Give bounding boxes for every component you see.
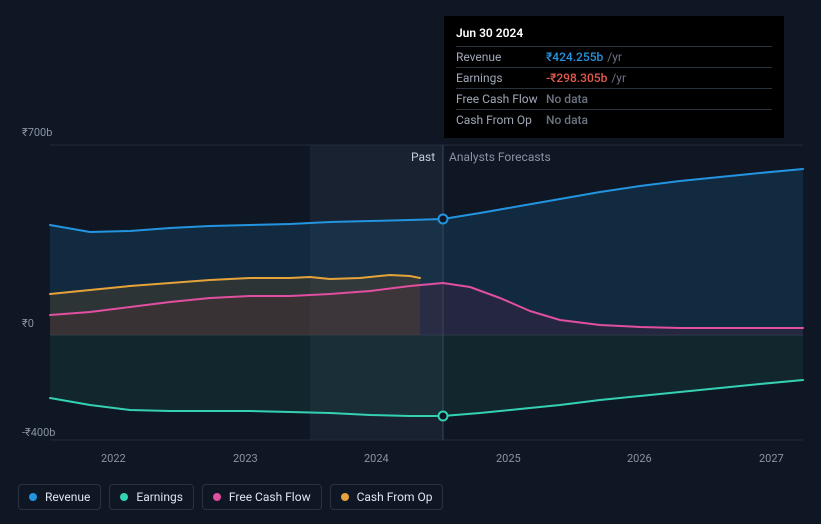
tooltip-unit: /yr bbox=[607, 48, 622, 66]
x-axis-label: 2027 bbox=[759, 452, 784, 465]
chart-tooltip: Jun 30 2024 Revenue₹424.255b/yrEarnings-… bbox=[444, 16, 784, 138]
legend-item-earnings[interactable]: Earnings bbox=[109, 484, 194, 510]
tooltip-value: No data bbox=[546, 90, 588, 108]
region-label-forecast: Analysts Forecasts bbox=[449, 150, 551, 164]
tooltip-row-cfo: Cash From OpNo data bbox=[456, 109, 772, 130]
legend-dot-icon bbox=[213, 493, 221, 501]
x-axis-label: 2024 bbox=[364, 452, 389, 465]
legend-item-fcf[interactable]: Free Cash Flow bbox=[202, 484, 322, 510]
tooltip-value: -₹298.305b bbox=[546, 69, 607, 87]
legend-dot-icon bbox=[29, 493, 37, 501]
tooltip-row-earnings: Earnings-₹298.305b/yr bbox=[456, 67, 772, 88]
legend-label: Cash From Op bbox=[357, 490, 433, 504]
tooltip-row-fcf: Free Cash FlowNo data bbox=[456, 88, 772, 109]
legend-item-revenue[interactable]: Revenue bbox=[18, 484, 101, 510]
chart-legend: Revenue Earnings Free Cash Flow Cash From O… bbox=[18, 484, 443, 510]
legend-dot-icon bbox=[341, 493, 349, 501]
y-axis-label: -₹400b bbox=[22, 426, 55, 439]
region-label-past: Past bbox=[411, 150, 435, 164]
tooltip-label: Revenue bbox=[456, 48, 546, 66]
tooltip-label: Earnings bbox=[456, 69, 546, 87]
legend-item-cfo[interactable]: Cash From Op bbox=[330, 484, 444, 510]
legend-dot-icon bbox=[120, 493, 128, 501]
y-axis-label: ₹0 bbox=[22, 317, 34, 330]
x-axis-label: 2025 bbox=[496, 452, 521, 465]
tooltip-row-revenue: Revenue₹424.255b/yr bbox=[456, 46, 772, 67]
x-axis-label: 2023 bbox=[233, 452, 258, 465]
tooltip-label: Free Cash Flow bbox=[456, 90, 546, 108]
legend-label: Revenue bbox=[45, 490, 90, 504]
legend-label: Free Cash Flow bbox=[229, 490, 311, 504]
tooltip-unit: /yr bbox=[611, 69, 626, 87]
tooltip-label: Cash From Op bbox=[456, 111, 546, 129]
legend-label: Earnings bbox=[136, 490, 183, 504]
tooltip-value: ₹424.255b bbox=[546, 48, 603, 66]
tooltip-date: Jun 30 2024 bbox=[456, 24, 772, 42]
x-axis-label: 2026 bbox=[627, 452, 652, 465]
tooltip-value: No data bbox=[546, 111, 588, 129]
y-axis-label: ₹700b bbox=[22, 126, 52, 139]
x-axis-label: 2022 bbox=[101, 452, 126, 465]
